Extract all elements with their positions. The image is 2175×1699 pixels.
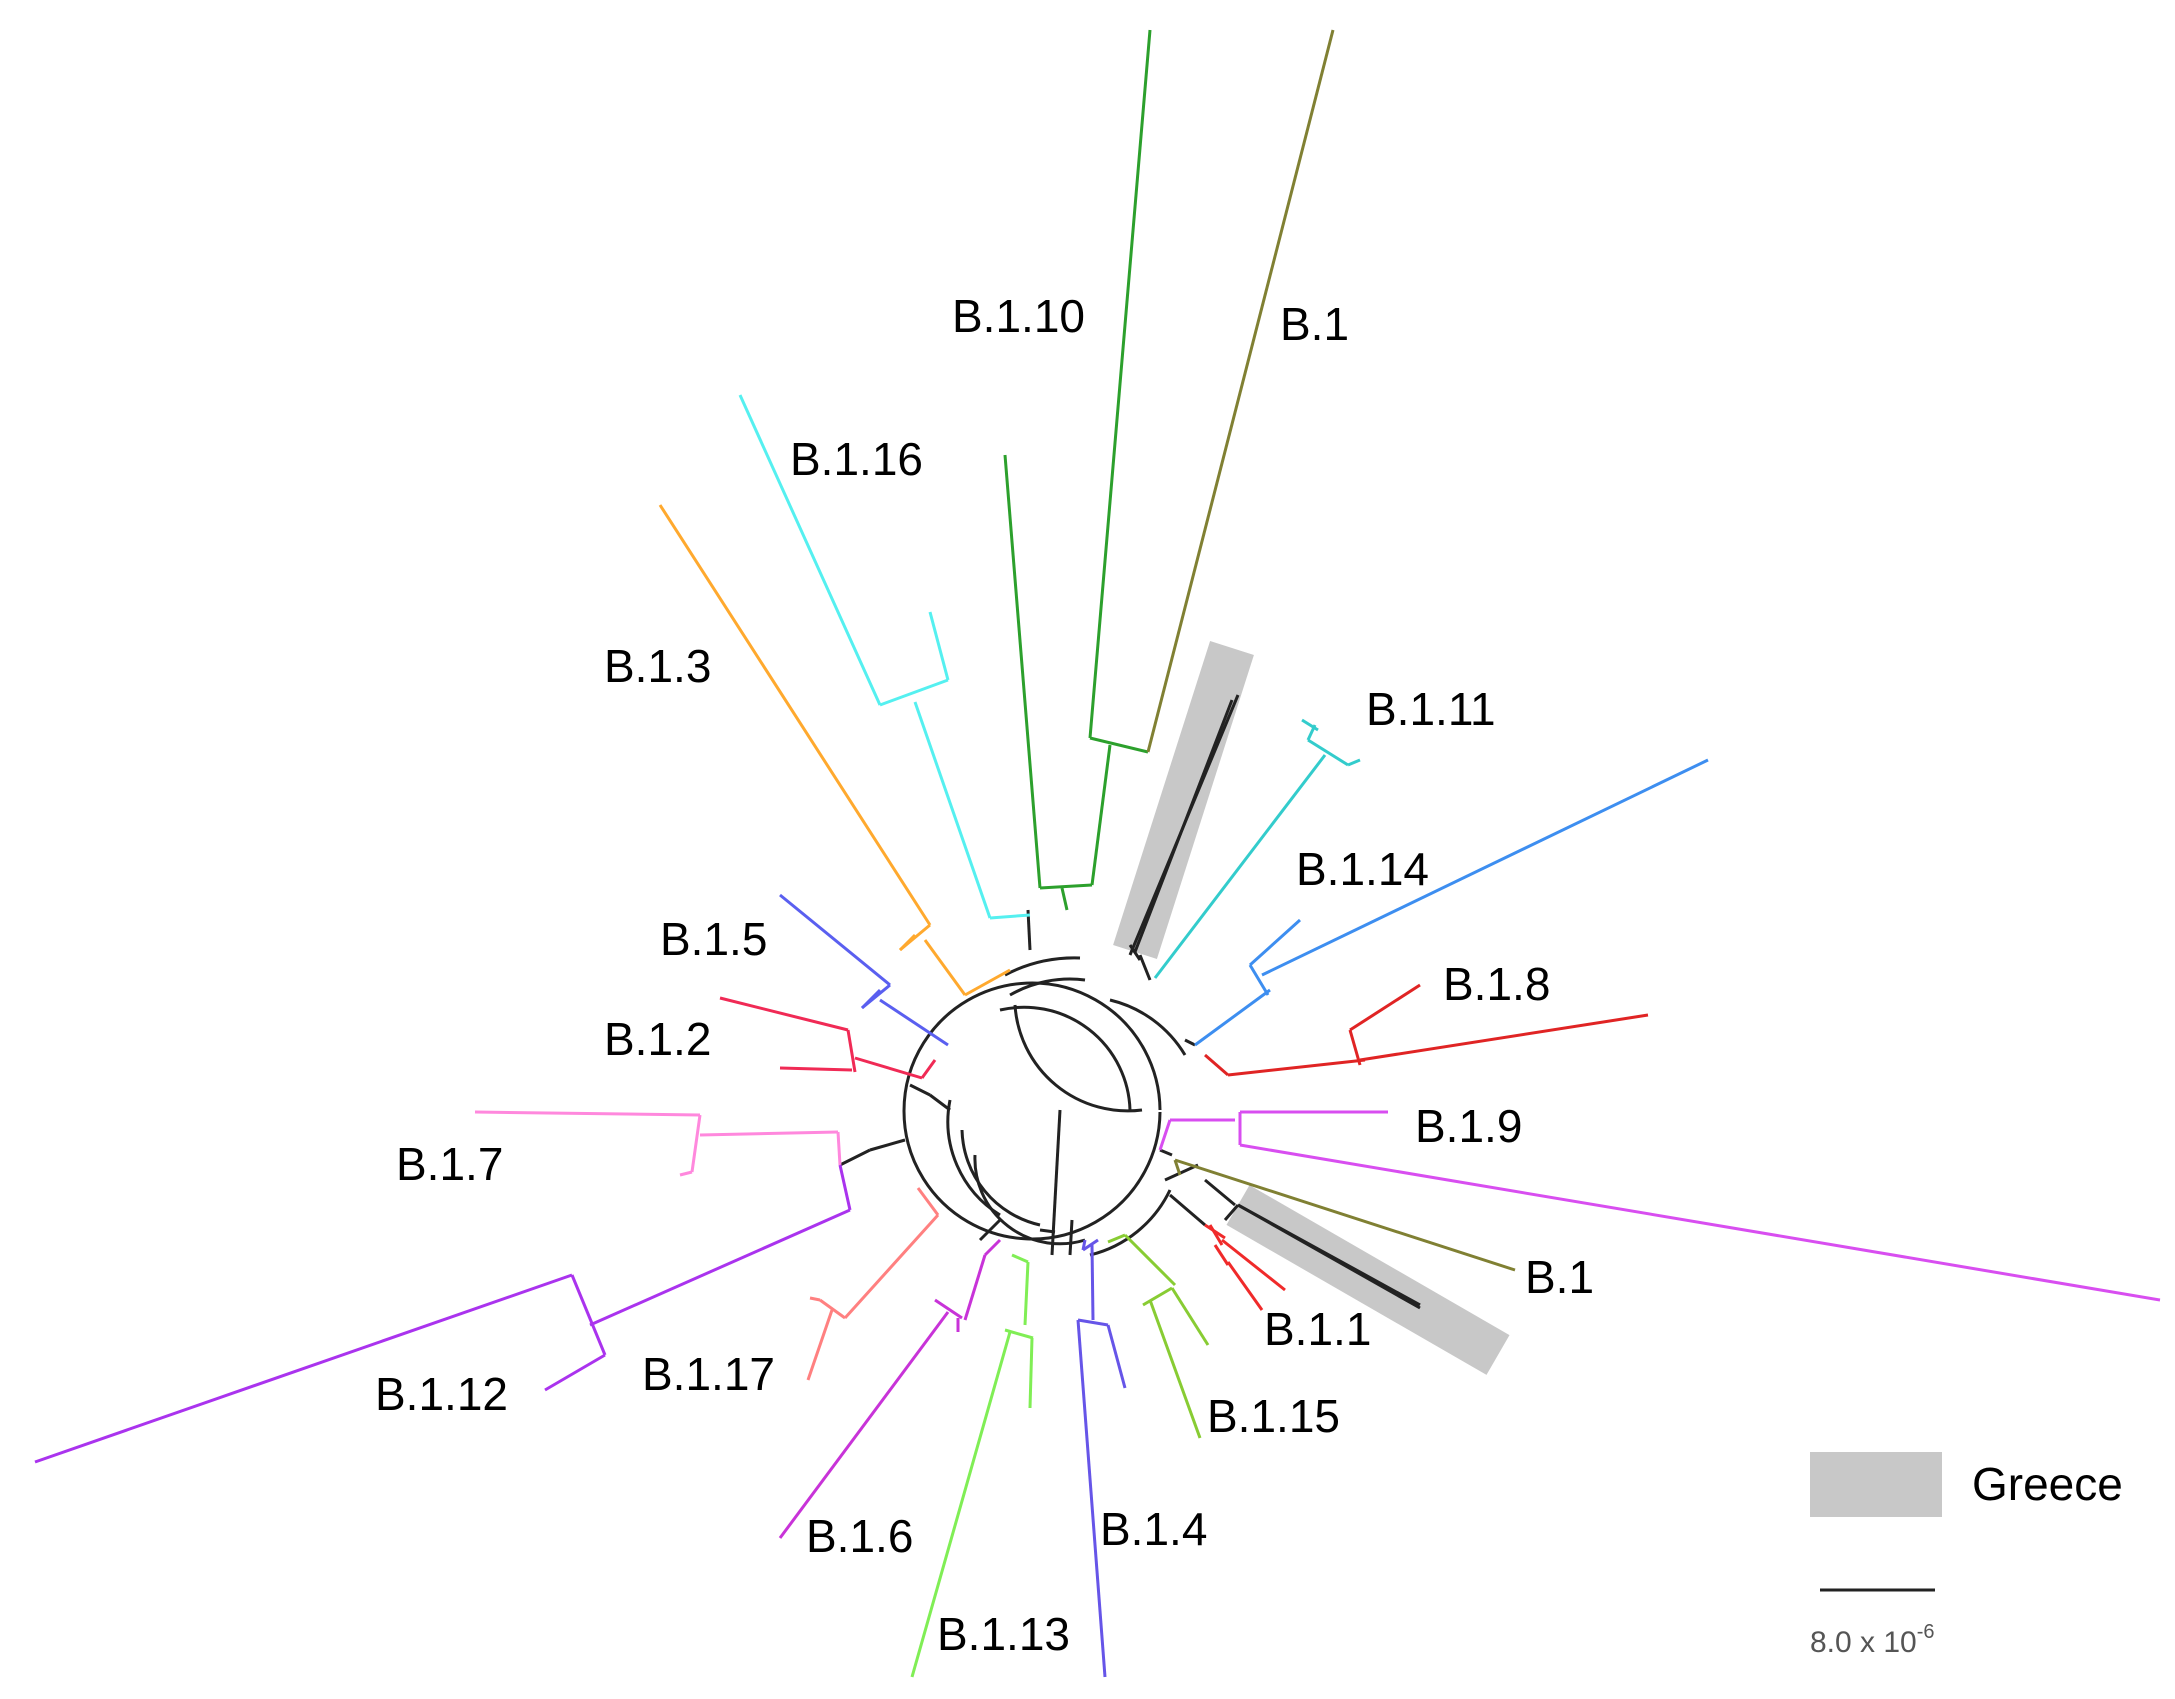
label-b-1-2: B.1.2 — [604, 1013, 711, 1065]
label-b-1-3: B.1.3 — [604, 640, 711, 692]
label-b-1-12: B.1.12 — [375, 1368, 508, 1420]
clade-b-1-4 — [1076, 1238, 1127, 1678]
scale-bar: 8.0 x 10-6 — [1810, 1588, 1935, 1659]
clade-b-1-2 — [719, 996, 937, 1080]
clade-b-1-1 — [1204, 1223, 1286, 1311]
label-b-1-7: B.1.7 — [396, 1138, 503, 1190]
clade-b-1-13 — [910, 1253, 1034, 1678]
clade-b-1-14 — [1194, 758, 1709, 1047]
scale-bar-label: 8.0 x 10-6 — [1810, 1621, 1935, 1659]
label-b-1-15: B.1.15 — [1207, 1390, 1340, 1442]
label-b-1-bottom: B.1 — [1525, 1251, 1594, 1303]
greece-leaves — [1128, 694, 1421, 1310]
clade-b-1-6 — [778, 1238, 1002, 1539]
label-b-1-10: B.1.10 — [952, 290, 1085, 342]
label-b-1-16: B.1.16 — [790, 433, 923, 485]
label-b-1-1: B.1.1 — [1264, 1303, 1371, 1355]
label-b-1-9: B.1.9 — [1415, 1100, 1522, 1152]
clade-b-1-8 — [1204, 983, 1649, 1077]
clade-b-1-10 — [1003, 29, 1152, 911]
label-b-1-6: B.1.6 — [806, 1510, 913, 1562]
scale-bar-exponent: -6 — [1917, 1621, 1935, 1643]
label-b-1-8: B.1.8 — [1443, 958, 1550, 1010]
clade-b-1-16 — [738, 394, 1031, 920]
clade-b-1-11 — [1153, 718, 1361, 979]
label-b-1-5: B.1.5 — [660, 913, 767, 965]
label-b-1-17: B.1.17 — [642, 1348, 775, 1400]
clade-b-1-top — [1146, 29, 1335, 753]
legend: Greece — [1810, 1452, 2123, 1517]
label-b-1-4: B.1.4 — [1100, 1503, 1207, 1555]
clade-b-1-7 — [474, 1110, 842, 1177]
clade-b-1-15 — [1107, 1233, 1210, 1439]
label-b-1-11: B.1.11 — [1366, 683, 1496, 735]
clade-b-1-5 — [779, 893, 949, 1047]
tree-backbone — [839, 699, 1421, 1307]
label-b-1-13: B.1.13 — [937, 1608, 1070, 1660]
legend-label: Greece — [1972, 1458, 2123, 1510]
legend-swatch — [1810, 1452, 1942, 1517]
clade-b-1-12 — [34, 1164, 852, 1464]
clade-b-1-bottom — [1173, 1158, 1516, 1272]
clade-b-1-3 — [658, 504, 1011, 997]
label-b-1-top: B.1 — [1280, 298, 1349, 350]
clade-b-1-9 — [1158, 1110, 2161, 1302]
clade-b-1-17 — [806, 1187, 940, 1381]
clade-labels: B.1.10 B.1 B.1.16 B.1.3 B.1.11 B.1.14 B.… — [375, 290, 1594, 1660]
label-b-1-14: B.1.14 — [1296, 843, 1429, 895]
